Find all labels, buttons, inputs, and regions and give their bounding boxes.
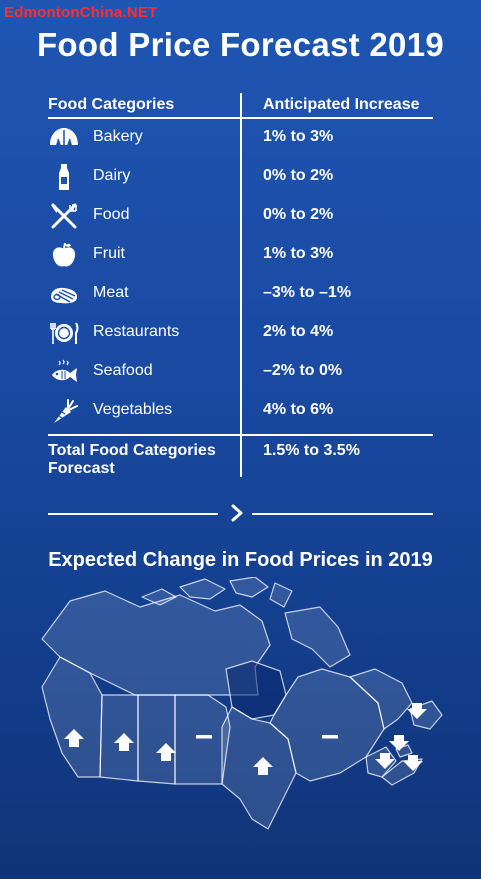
category-name: Seafood	[93, 362, 153, 379]
table-row: Restaurants 2% to 4%	[0, 314, 481, 353]
increase-range: 4% to 6%	[263, 401, 334, 418]
milk-bottle-icon	[59, 164, 69, 190]
increase-range: 0% to 2%	[263, 167, 334, 184]
down-arrow-icon	[403, 755, 423, 771]
no-change-icon	[322, 735, 338, 739]
category-name: Bakery	[93, 128, 143, 145]
page-title: Food Price Forecast 2019	[36, 26, 445, 63]
table-row: Bakery 1% to 3%	[0, 119, 481, 158]
baffin-island	[284, 606, 351, 668]
down-arrow-icon	[389, 735, 409, 751]
category-name: Restaurants	[93, 323, 180, 340]
section-divider-left	[48, 513, 218, 515]
increase-range: 1% to 3%	[263, 245, 334, 262]
apple-icon	[52, 242, 76, 267]
increase-range: 2% to 4%	[263, 323, 334, 340]
total-divider	[48, 434, 433, 436]
category-name: Dairy	[93, 167, 131, 184]
table-row: Seafood –2% to 0%	[0, 353, 481, 392]
province-quebec	[269, 668, 385, 782]
up-arrow-icon	[114, 733, 134, 751]
table-row: Vegetables 4% to 6%	[0, 392, 481, 431]
increase-range: 0% to 2%	[263, 206, 334, 223]
fish-icon	[52, 359, 77, 382]
down-arrow-icon	[407, 703, 427, 719]
increase-range: –3% to –1%	[263, 284, 352, 301]
province-manitoba	[174, 694, 231, 785]
carrot-icon	[54, 399, 78, 423]
arctic-island	[229, 577, 269, 598]
canada-map	[41, 577, 443, 830]
arctic-island	[179, 578, 226, 600]
steak-icon	[51, 287, 78, 304]
category-name: Fruit	[93, 245, 125, 262]
up-arrow-icon	[156, 743, 176, 761]
no-change-icon	[196, 735, 212, 739]
watermark: EdmontonChina.NET	[4, 4, 158, 21]
plate-cutlery-icon	[50, 322, 79, 344]
down-arrow-icon	[375, 753, 395, 769]
column-header-category: Food Categories	[48, 96, 175, 113]
category-name: Meat	[93, 284, 129, 301]
total-label: Total Food Categories Forecast	[48, 442, 216, 477]
territories-region	[41, 590, 271, 696]
category-name: Vegetables	[93, 401, 173, 418]
up-arrow-icon	[253, 757, 273, 775]
up-arrow-icon	[64, 729, 84, 747]
province-newfoundland-labrador	[349, 668, 413, 730]
fork-knife-icon	[51, 203, 77, 229]
total-range: 1.5% to 3.5%	[263, 442, 360, 459]
increase-range: 1% to 3%	[263, 128, 334, 145]
province-saskatchewan	[137, 694, 176, 785]
map-title: Expected Change in Food Prices in 2019	[48, 549, 433, 571]
table-row: Food 0% to 2%	[0, 197, 481, 236]
column-divider	[240, 93, 242, 477]
arctic-island	[141, 588, 177, 606]
chevron-right-icon	[231, 504, 243, 522]
column-header-increase: Anticipated Increase	[263, 96, 420, 113]
bread-icon	[50, 128, 78, 146]
table-row: Meat –3% to –1%	[0, 275, 481, 314]
arctic-island	[269, 582, 293, 608]
category-name: Food	[93, 206, 130, 223]
table-row: Dairy 0% to 2%	[0, 158, 481, 197]
table-row: Fruit 1% to 3%	[0, 236, 481, 275]
province-british-columbia	[41, 656, 103, 778]
section-divider-right	[252, 513, 433, 515]
increase-range: –2% to 0%	[263, 362, 343, 379]
